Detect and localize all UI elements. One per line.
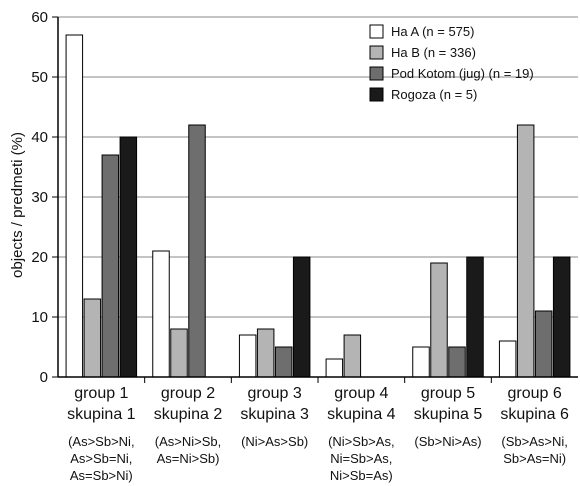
- bar: [292, 256, 311, 378]
- bar: [516, 124, 535, 378]
- legend-swatch: [369, 45, 384, 60]
- category-label: group 1: [74, 385, 128, 402]
- category-note: Ni>Sb=As): [330, 468, 393, 483]
- category-label: group 6: [508, 385, 562, 402]
- category-note: As>Sb=Ni,: [70, 451, 132, 466]
- bar: [188, 124, 206, 378]
- bar: [119, 136, 138, 378]
- category-note: (Ni>Sb>As,: [328, 434, 394, 449]
- gridlines: [58, 16, 578, 318]
- category-label: group 4: [334, 385, 388, 402]
- bar: [101, 154, 120, 378]
- legend-swatch: [369, 66, 384, 81]
- bar: [552, 256, 571, 378]
- bars: [65, 34, 571, 378]
- legend: Ha A (n = 575) Ha B (n = 336) Pod Kotom (j…: [369, 24, 534, 102]
- category-note: As=Ni>Sb): [157, 451, 220, 466]
- bar: [466, 256, 484, 378]
- category-label-secondary: skupina 1: [67, 406, 136, 423]
- y-tick-label: 50: [31, 69, 48, 86]
- category-label-secondary: skupina 3: [240, 406, 309, 423]
- y-tick-label: 30: [31, 189, 48, 206]
- bar: [534, 310, 553, 378]
- category-label-secondary: skupina 2: [154, 406, 223, 423]
- category-note: Ni=Sb>As,: [330, 451, 392, 466]
- y-tick-label: 10: [31, 309, 48, 326]
- legend-label: Rogoza (n = 5): [391, 87, 477, 102]
- legend-label: Ha B (n = 336): [391, 45, 476, 60]
- y-axis-label: objects / predmeti (%): [9, 132, 26, 278]
- bar: [65, 34, 84, 378]
- category-label-secondary: skupina 4: [327, 406, 396, 423]
- bar: [430, 262, 448, 378]
- y-tick-label: 60: [31, 9, 48, 26]
- category-note: As=Sb>Ni): [70, 468, 133, 483]
- category-label: group 2: [161, 385, 215, 402]
- bar: [238, 334, 257, 378]
- category-label-secondary: skupina 5: [414, 406, 483, 423]
- category-note: (Ni>As>Sb): [241, 434, 308, 449]
- bar: [152, 250, 170, 378]
- legend-swatch: [369, 87, 384, 102]
- category-label: group 5: [421, 385, 475, 402]
- x-axis-labels: group 1 skupina 1 (As>Sb>Ni, As>Sb=Ni, As=Sb…: [67, 385, 569, 483]
- category-note: (Sb>As>Ni,: [501, 434, 567, 449]
- bar: [448, 346, 466, 378]
- category-note: (As>Ni>Sb,: [155, 434, 221, 449]
- category-label-secondary: skupina 6: [500, 406, 569, 423]
- y-axis-ticks: 0 10 20 30 40 50 60: [31, 9, 58, 386]
- y-tick-label: 20: [31, 249, 48, 266]
- legend-label: Pod Kotom (jug) (n = 19): [391, 66, 534, 81]
- bar: [325, 358, 344, 378]
- legend-swatch: [369, 24, 384, 39]
- category-note: Sb>As=Ni): [503, 451, 566, 466]
- bar: [412, 346, 430, 378]
- legend-label: Ha A (n = 575): [391, 24, 474, 39]
- category-label: group 3: [248, 385, 302, 402]
- y-tick-label: 0: [40, 369, 48, 386]
- category-note: (As>Sb>Ni,: [68, 434, 134, 449]
- bar: [83, 298, 102, 378]
- bar: [256, 328, 275, 378]
- y-tick-label: 40: [31, 129, 48, 146]
- bar: [274, 346, 293, 378]
- bar: [498, 340, 517, 378]
- category-note: (Sb>Ni>As): [414, 434, 481, 449]
- bar: [170, 328, 188, 378]
- bar: [343, 334, 362, 378]
